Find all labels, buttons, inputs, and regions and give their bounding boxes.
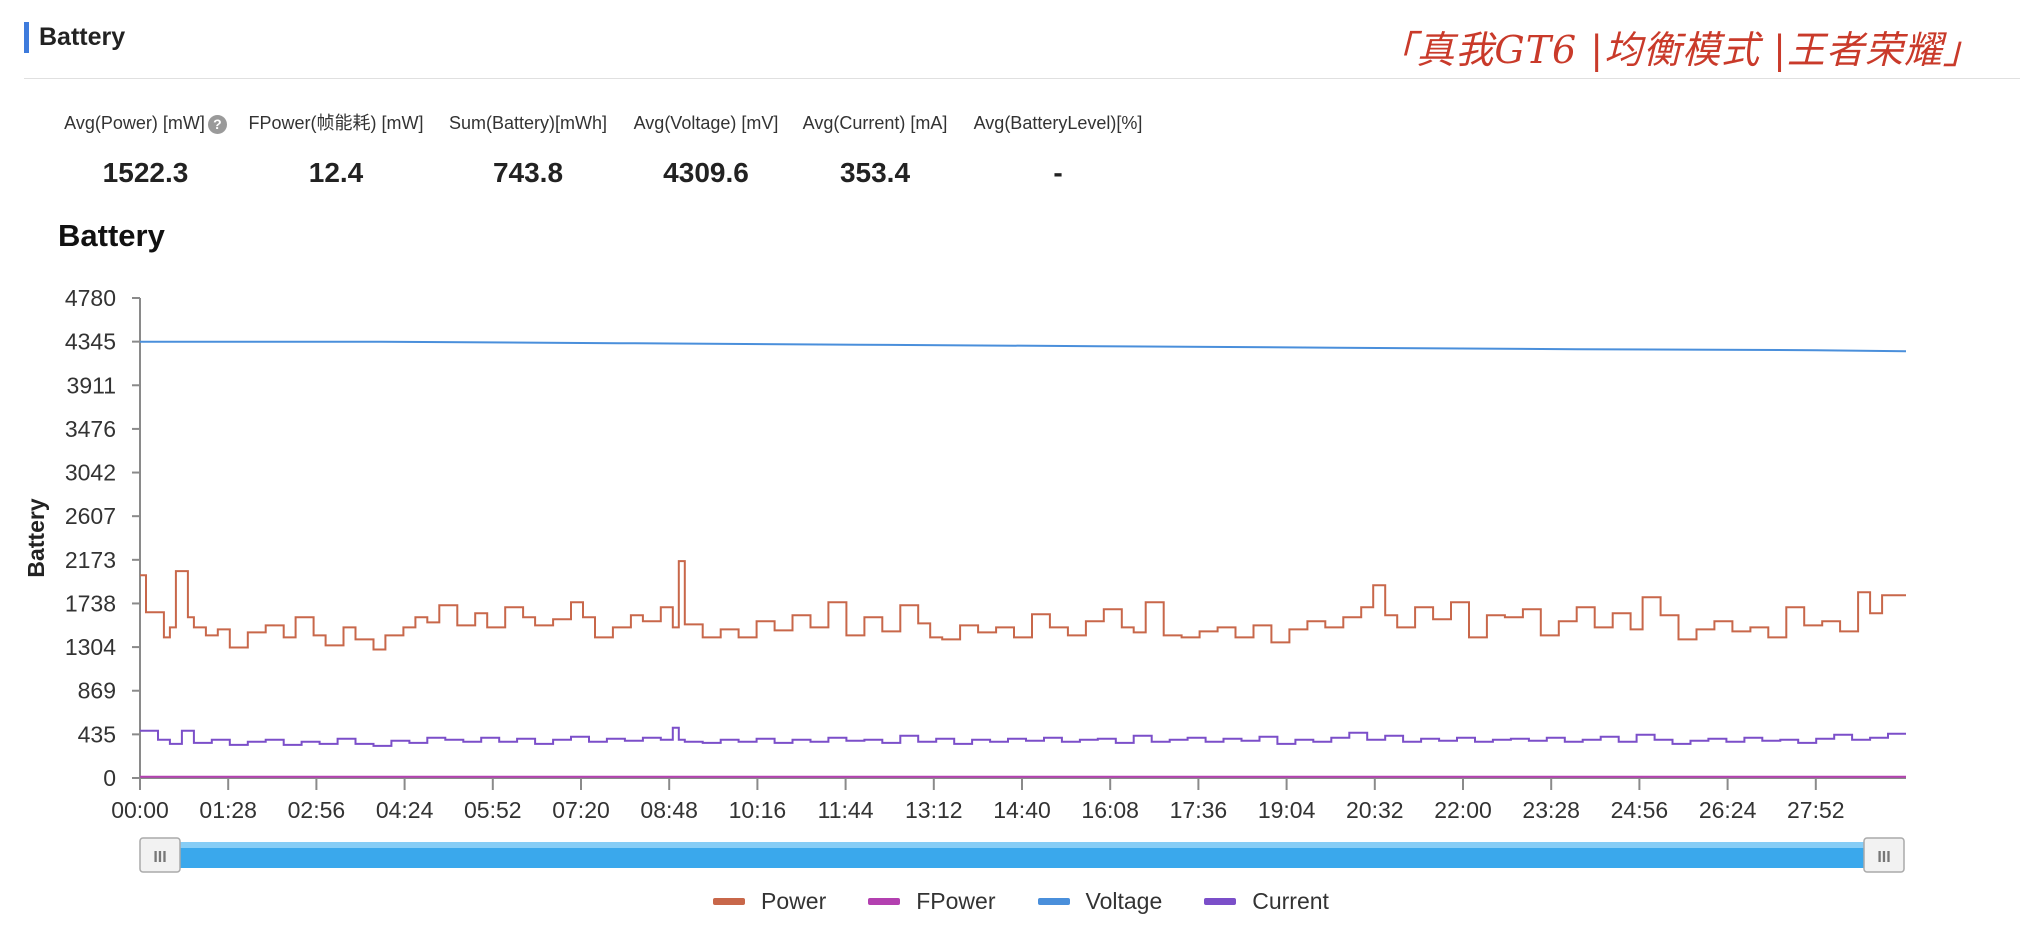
legend-item-voltage[interactable]: Voltage [1037,888,1163,915]
x-tick-label: 11:44 [818,797,874,823]
metric-value: 353.4 [839,157,911,188]
watermark-title: 「真我GT6 |均衡模式 |王者荣耀」 [1377,28,1982,72]
x-tick-label: 27:52 [1787,797,1845,823]
metric-label: FPower(帧能耗) [mW] [248,113,424,133]
metric-avg-power: Avg(Power) [mW]? 1522.3 [58,110,233,190]
metric-label: Avg(Current) [mA] [802,113,948,133]
x-tick-label: 26:24 [1699,797,1757,823]
zoom-left-handle-grip: III [153,849,166,866]
legend-item-current[interactable]: Current [1204,888,1329,915]
x-tick-label: 10:16 [729,797,787,823]
y-axis-label: Battery [23,498,49,577]
y-tick-label: 2173 [65,547,116,573]
x-tick-label: 16:08 [1081,797,1139,823]
legend-label: FPower [916,888,996,914]
metric-label: Avg(Power) [mW]? [58,110,233,136]
x-tick-label: 13:12 [905,797,963,823]
legend-label: Power [761,888,827,914]
y-tick-label: 4345 [65,329,116,355]
legend-label: Current [1252,888,1329,914]
legend-item-power[interactable]: Power [713,888,826,915]
y-tick-label: 2607 [65,503,116,529]
series-line-current [140,726,1906,747]
legend-swatch [1037,898,1070,905]
zoom-left-handle[interactable] [139,837,181,873]
zoom-right-handle-grip: III [1877,849,1890,866]
x-tick-label: 19:04 [1258,797,1316,823]
legend-item-fpower[interactable]: FPower [868,888,996,915]
y-tick-label: 4780 [65,285,116,311]
y-tick-label: 435 [78,721,116,747]
y-tick-label: 1738 [65,590,116,616]
legend-swatch [1204,898,1237,905]
zoom-right-handle[interactable] [1863,837,1905,873]
metric-value: 12.4 [308,157,364,188]
y-tick-label: 0 [103,765,116,791]
metric-label-text: Avg(Power) [mW] [64,113,205,133]
x-tick-label: 07:20 [552,797,610,823]
section-title: Battery [39,23,126,51]
x-tick-label: 08:48 [640,797,698,823]
series-line-power [140,560,1906,651]
x-tick-label: 20:32 [1346,797,1404,823]
x-tick-label: 02:56 [288,797,346,823]
y-tick-label: 3911 [67,372,116,398]
legend-swatch [868,898,901,905]
x-tick-label: 00:00 [111,797,169,823]
x-tick-label: 01:28 [199,797,257,823]
x-tick-label: 22:00 [1434,797,1492,823]
y-tick-label: 1304 [65,634,116,660]
legend-swatch [713,898,746,905]
chart-title: Battery [58,218,165,253]
metric-value: 743.8 [492,157,564,188]
metric-avg-current: Avg(Current) [mA] 353.4 [800,110,950,190]
x-tick-label: 05:52 [464,797,522,823]
chart-legend: Power FPower Voltage Current [0,888,2042,915]
metric-label: Avg(Voltage) [mV] [633,113,779,133]
header-divider [24,78,2020,79]
x-tick-label: 14:40 [993,797,1051,823]
x-tick-label: 23:28 [1522,797,1580,823]
metric-value: 1522.3 [102,157,189,188]
help-icon[interactable]: ? [207,114,227,134]
y-tick-label: 869 [78,678,116,704]
header-accent-bar [24,22,29,53]
y-tick-label: 3476 [65,416,116,442]
metric-value: - [1053,157,1063,188]
x-tick-label: 17:36 [1170,797,1228,823]
metric-avg-voltage: Avg(Voltage) [mV] 4309.6 [628,110,784,190]
zoom-slider-highlight [142,842,1904,848]
x-tick-label: 04:24 [376,797,434,823]
legend-label: Voltage [1085,888,1163,914]
metric-value: 4309.6 [663,157,749,188]
metric-avg-battery-level: Avg(BatteryLevel)[%] - [968,110,1148,190]
metric-label: Sum(Battery)[mWh] [448,113,608,133]
metric-fpower: FPower(帧能耗) [mW] 12.4 [246,110,426,190]
y-tick-label: 3042 [65,460,116,486]
metric-sum-battery: Sum(Battery)[mWh] 743.8 [442,110,614,190]
series-line-voltage [140,340,1907,353]
metric-label: Avg(BatteryLevel)[%] [973,113,1143,133]
x-tick-label: 24:56 [1611,797,1669,823]
